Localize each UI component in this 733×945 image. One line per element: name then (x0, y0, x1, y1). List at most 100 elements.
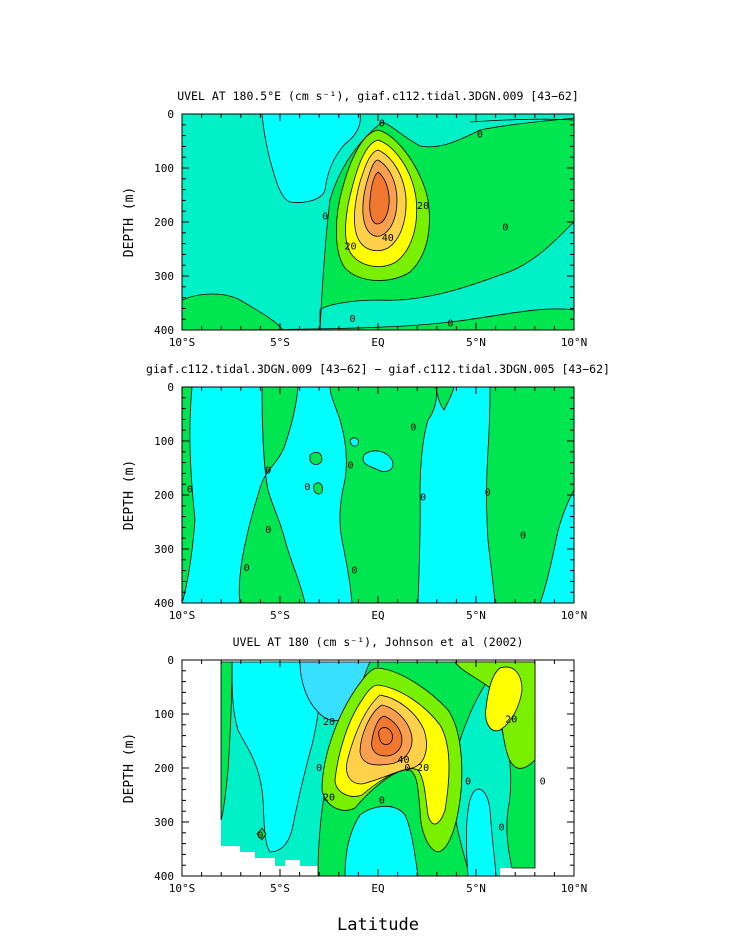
contour-label: 0 (257, 831, 263, 842)
contour-label: 0 (502, 222, 508, 233)
contour-label: 20 (323, 717, 335, 728)
contour-label: 0 (379, 795, 385, 806)
contour-label: 40 (397, 755, 409, 766)
contour-label: 0 (410, 423, 416, 434)
contour-label: 0 (316, 763, 322, 774)
panel-1-dark-orange-contour (369, 171, 390, 225)
x-tick-label: 10°S (169, 882, 196, 895)
contour-label: 0 (304, 482, 310, 493)
contour-label: 0 (540, 777, 546, 788)
contour-label: 40 (382, 233, 394, 244)
contour-label: 0 (520, 531, 526, 542)
panel-3-yellow-east (485, 666, 523, 732)
contour-label: 0 (322, 212, 328, 223)
panel-2-green-band-2 (238, 387, 306, 603)
y-tick-label: 400 (154, 870, 174, 883)
x-tick-label: 10°S (169, 609, 196, 622)
y-tick-label: 300 (154, 816, 174, 829)
panel-2: giaf.c112.tidal.3DGN.009 [43−62] − giaf.… (122, 362, 610, 622)
contour-label: 0 (465, 777, 471, 788)
panel-1-plot-area (182, 114, 574, 330)
panel-3-title: UVEL AT 180 (cm s⁻¹), Johnson et al (200… (233, 635, 524, 649)
panel-2-green-band-5 (435, 387, 455, 411)
y-tick-label: 0 (167, 654, 174, 667)
y-tick-label: 100 (154, 162, 174, 175)
panel-3: UVEL AT 180 (cm s⁻¹), Johnson et al (200… (122, 635, 587, 895)
panel-2-green-spot (309, 451, 323, 465)
contour-label: 0 (351, 566, 357, 577)
panel-2-plot-area (182, 387, 574, 603)
panel-1-cyan-region (261, 114, 361, 203)
contour-label: 0 (350, 314, 356, 325)
panel-2-contour-labels: 0 0 0 0 0 0 0 0 0 0 0 (187, 423, 526, 577)
contour-label: 0 (404, 763, 410, 774)
panel-1-green-corner (182, 293, 284, 330)
y-tick-label: 300 (154, 543, 174, 556)
contour-label: 0 (420, 493, 426, 504)
panel-3-cyan-deep (344, 805, 419, 876)
panel-1-surface-contour (469, 118, 574, 123)
x-tick-label: 5°S (270, 882, 290, 895)
contour-label: 0 (244, 563, 250, 574)
x-tick-label: 5°S (270, 609, 290, 622)
y-tick-label: 300 (154, 270, 174, 283)
panel-1-ylabel: DEPTH (m) (122, 187, 137, 257)
panel-3-plot-area (220, 661, 536, 876)
contour-label: 0 (265, 466, 271, 477)
x-tick-label: 5°N (466, 336, 486, 349)
y-tick-label: 200 (154, 216, 174, 229)
y-tick-label: 0 (167, 108, 174, 121)
contour-label: 0 (348, 460, 354, 471)
x-tick-label: 5°N (466, 609, 486, 622)
contour-label: 20 (323, 793, 335, 804)
x-tick-label: EQ (371, 336, 384, 349)
contour-label: 20 (417, 763, 429, 774)
panel-2-title: giaf.c112.tidal.3DGN.009 [43−62] − giaf.… (146, 362, 610, 376)
contour-label: 0 (265, 525, 271, 536)
y-tick-label: 400 (154, 324, 174, 337)
x-tick-label: 10°N (561, 336, 588, 349)
y-tick-label: 200 (154, 489, 174, 502)
x-tick-label: EQ (371, 609, 384, 622)
contour-label: 20 (417, 201, 429, 212)
panel-2-cyan-hole-2 (349, 437, 359, 447)
y-tick-label: 100 (154, 708, 174, 721)
y-tick-label: 100 (154, 435, 174, 448)
panel-3-ylabel: DEPTH (m) (122, 733, 137, 803)
panel-1-contour-labels: 0 0 0 0 0 0 20 20 40 (322, 119, 508, 330)
x-tick-label: 5°S (270, 336, 290, 349)
panel-3-green-west-band (220, 661, 233, 821)
contour-label: 20 (505, 714, 517, 725)
contour-label: 0 (477, 130, 483, 141)
panel-3-diamond-contour (256, 827, 267, 841)
panel-3-cyan-region-west (231, 661, 321, 853)
contour-label: 20 (345, 241, 357, 252)
figure-xlabel: Latitude (337, 915, 419, 935)
x-tick-label: 5°N (466, 882, 486, 895)
contour-label: 0 (448, 319, 454, 330)
y-tick-label: 400 (154, 597, 174, 610)
y-tick-label: 0 (167, 381, 174, 394)
panel-3-dark-orange-contour (371, 715, 403, 757)
panel-3-inner-core (378, 727, 393, 745)
x-tick-label: 10°N (561, 882, 588, 895)
panel-2-ylabel: DEPTH (m) (122, 460, 137, 530)
x-tick-label: EQ (371, 882, 384, 895)
panel-2-green-band-4 (486, 387, 574, 603)
panel-2-axes: 10°S 5°S EQ 5°N 10°N 0 100 200 300 400 (154, 381, 587, 622)
panel-1-title: UVEL AT 180.5°E (cm s⁻¹), giaf.c112.tida… (177, 89, 579, 103)
contour-label: 0 (498, 822, 504, 833)
x-tick-label: 10°N (561, 609, 588, 622)
x-tick-label: 10°S (169, 336, 196, 349)
y-tick-label: 200 (154, 762, 174, 775)
panel-3-cyan-east-deep (465, 788, 497, 876)
contour-label: 0 (485, 487, 491, 498)
panel-2-green-spot-2 (313, 482, 323, 495)
panel-2-cyan-hole-1 (362, 450, 394, 472)
panel-1: UVEL AT 180.5°E (cm s⁻¹), giaf.c112.tida… (122, 89, 587, 349)
contour-label: 0 (187, 485, 193, 496)
